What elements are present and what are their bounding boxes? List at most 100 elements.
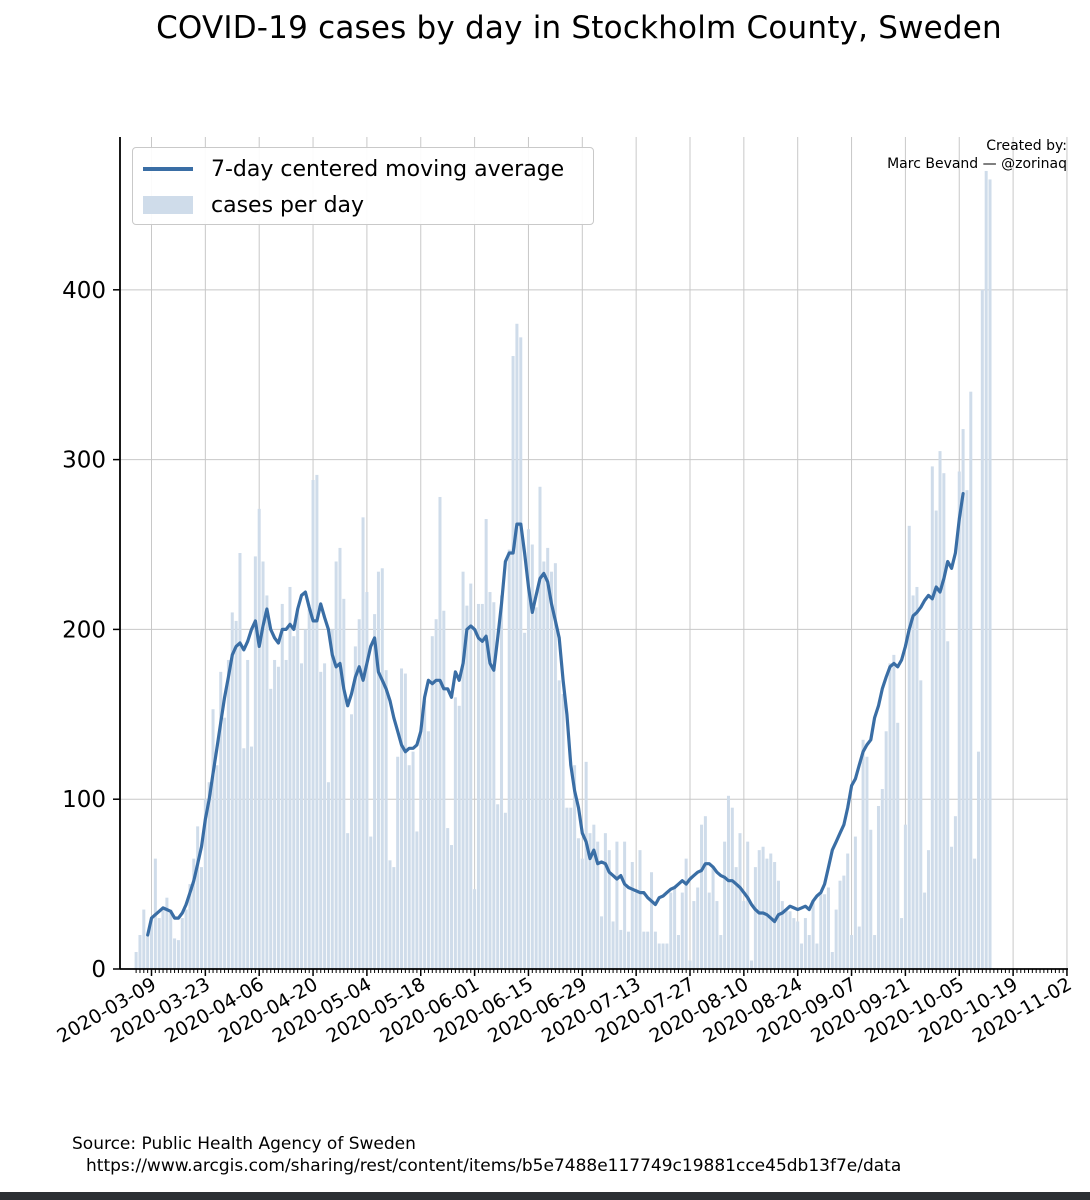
bar	[200, 867, 204, 969]
bar	[884, 731, 888, 969]
bar	[507, 549, 511, 969]
bar	[396, 756, 400, 969]
legend-item-cases-per-day: cases per day	[143, 190, 364, 220]
bar	[926, 850, 930, 969]
bar-layer	[134, 170, 992, 970]
bar	[815, 943, 819, 969]
bar	[773, 862, 777, 969]
bar	[157, 918, 161, 969]
bar	[984, 170, 988, 970]
bar	[430, 636, 434, 969]
credit-line-1: Created by:	[986, 138, 1067, 154]
bar	[257, 508, 261, 969]
bar	[569, 807, 573, 969]
bar	[565, 807, 569, 969]
bar	[830, 952, 834, 969]
bar	[911, 595, 915, 969]
bar	[215, 765, 219, 969]
bar	[573, 765, 577, 969]
bar	[976, 751, 980, 969]
bar	[711, 867, 715, 969]
bar	[223, 717, 227, 969]
bar	[211, 709, 215, 969]
bar	[776, 880, 780, 969]
bar	[446, 828, 450, 969]
bar	[680, 892, 684, 969]
bar	[330, 629, 334, 969]
bar	[192, 858, 196, 969]
bar	[411, 751, 415, 969]
bar	[511, 356, 515, 969]
bar	[780, 901, 784, 969]
bar	[161, 909, 165, 969]
bar	[457, 705, 461, 969]
y-tick-label: 400	[62, 278, 106, 304]
bar	[873, 935, 877, 969]
bar	[834, 909, 838, 969]
bar	[915, 586, 919, 969]
bar	[246, 659, 250, 969]
bar	[934, 510, 938, 969]
bar	[980, 289, 984, 970]
bar	[861, 739, 865, 969]
chart-title: COVID-19 cases by day in Stockholm Count…	[156, 10, 1002, 46]
bar	[857, 926, 861, 969]
bar	[950, 846, 954, 969]
bar	[415, 831, 419, 969]
bar	[846, 853, 850, 969]
bar	[438, 496, 442, 969]
bar	[373, 614, 377, 969]
y-tick-label: 300	[62, 448, 106, 474]
bar	[469, 583, 473, 969]
line-layer	[146, 492, 965, 937]
bar	[530, 544, 534, 969]
bar	[503, 812, 507, 969]
bar	[603, 833, 607, 969]
bar	[730, 807, 734, 969]
bar	[484, 519, 488, 969]
bar	[480, 603, 484, 969]
legend-item-moving-average: 7-day centered moving average	[143, 154, 564, 184]
legend: 7-day centered moving average cases per …	[132, 147, 594, 225]
bar	[326, 782, 330, 969]
bar	[138, 935, 142, 969]
bar	[400, 668, 404, 969]
bar	[234, 620, 238, 969]
bar	[796, 921, 800, 969]
bar	[557, 680, 561, 969]
bar	[684, 858, 688, 969]
bar	[380, 568, 384, 969]
bar	[734, 867, 738, 969]
bar	[473, 889, 477, 969]
bar	[673, 887, 677, 969]
bar	[465, 605, 469, 969]
bar	[826, 887, 830, 969]
bar	[619, 929, 623, 969]
bar	[323, 663, 327, 969]
bar	[276, 666, 280, 969]
bar	[746, 841, 750, 969]
bar	[946, 641, 950, 969]
bar	[419, 731, 423, 969]
bar	[515, 323, 519, 969]
legend-line-swatch	[143, 167, 193, 171]
moving-average-line	[146, 492, 965, 937]
bar	[665, 943, 669, 969]
bar	[296, 609, 300, 969]
bar	[146, 935, 150, 969]
bar	[226, 659, 230, 969]
bar	[576, 838, 580, 969]
bar	[969, 391, 973, 970]
bar	[230, 612, 234, 969]
bar	[303, 629, 307, 969]
bar	[719, 935, 723, 969]
bar	[388, 860, 392, 969]
legend-bar-swatch	[143, 196, 193, 214]
bar	[461, 571, 465, 969]
bar	[965, 490, 969, 969]
bar	[534, 607, 538, 969]
bar	[707, 892, 711, 969]
bar	[838, 880, 842, 969]
bar	[242, 748, 246, 969]
bar	[392, 867, 396, 969]
